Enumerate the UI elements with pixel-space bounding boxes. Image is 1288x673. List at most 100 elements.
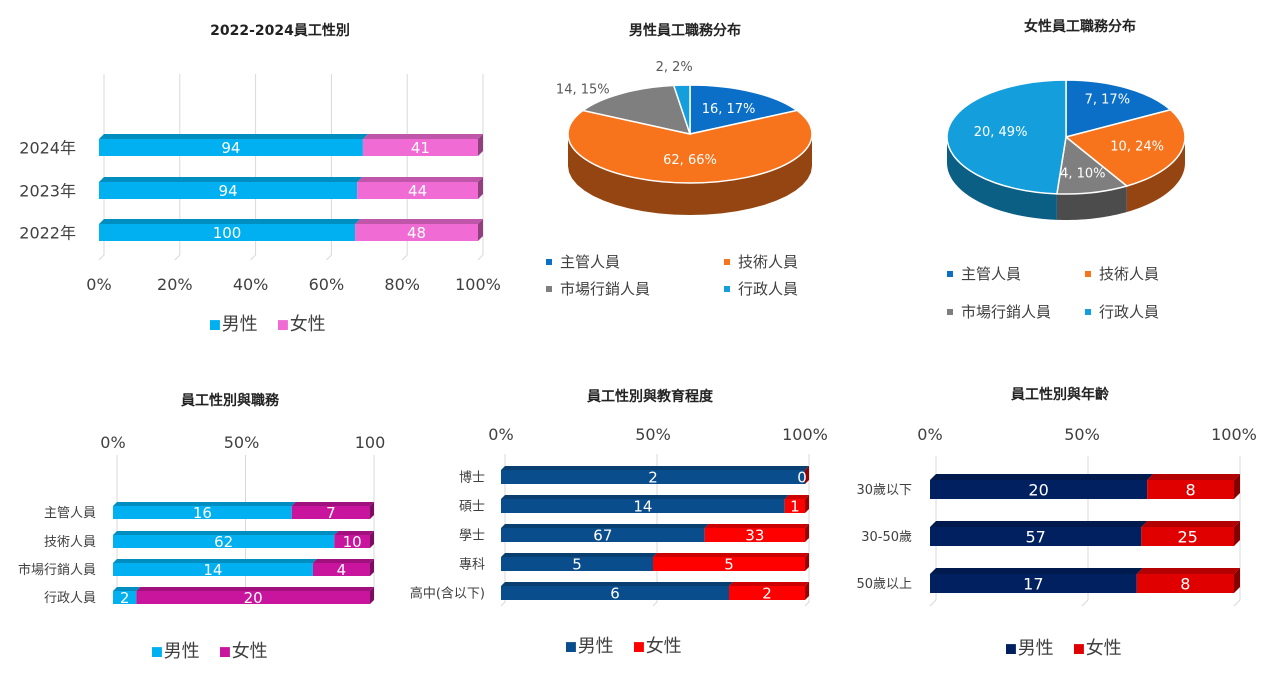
- data-label: 7, 17%: [1085, 93, 1130, 108]
- category-label: 30-50歲: [861, 530, 912, 545]
- category-label: 主管人員: [44, 506, 96, 521]
- data-label: 94: [219, 182, 238, 200]
- data-label: 0: [797, 469, 807, 487]
- legend-swatch: [152, 647, 162, 657]
- bar-segment: [362, 139, 478, 156]
- gridline: [250, 254, 256, 261]
- data-label: 16, 17%: [702, 102, 756, 117]
- data-label: 57: [1025, 527, 1045, 546]
- bar-top: [113, 587, 141, 591]
- legend-swatch: [634, 642, 644, 652]
- bar-segment: [113, 535, 335, 548]
- legend-swatch: [1074, 644, 1084, 654]
- bar-segment: [113, 506, 292, 519]
- bar-top: [113, 559, 317, 563]
- legend-swatch: [1085, 271, 1091, 277]
- data-label: 67: [593, 527, 612, 545]
- gridline: [1233, 599, 1241, 607]
- chart-title: 員工性別與教育程度: [587, 389, 713, 405]
- data-label: 8: [1180, 574, 1190, 593]
- bar-top: [99, 219, 361, 224]
- bar-segment: [1141, 527, 1234, 546]
- bar-side: [805, 524, 809, 542]
- pie-slice: [1056, 135, 1129, 195]
- legend-label: 技術人員: [1099, 265, 1159, 283]
- legend-label: 男性: [578, 636, 614, 657]
- legend-label: 行政人員: [738, 280, 798, 298]
- bar-top: [136, 587, 374, 591]
- x-tick-label: 50%: [1064, 425, 1100, 444]
- chart-gender-by-age-plot: 0% 50% 100% 30歲以下 20 8 30-50歲 57 25 50歲以上 17 8 男性 女性: [856, 425, 1256, 659]
- bar-segment: [930, 574, 1137, 593]
- legend-label: 主管人員: [961, 265, 1021, 283]
- x-tick-label: 60%: [309, 275, 345, 294]
- data-label: 20: [1028, 480, 1048, 499]
- legend-label: 技術人員: [738, 253, 798, 271]
- legend-label: 女性: [646, 636, 682, 657]
- bar-top: [501, 524, 709, 528]
- data-label: 5: [572, 556, 582, 574]
- bar-segment: [136, 591, 370, 604]
- bar-segment: [704, 528, 805, 542]
- category-label: 2022年: [19, 223, 76, 242]
- data-label: 17: [1023, 574, 1043, 593]
- legend-swatch: [724, 259, 730, 265]
- legend-label: 男性: [164, 641, 200, 662]
- legend-label: 行政人員: [1099, 303, 1159, 321]
- data-label: 25: [1177, 527, 1197, 546]
- bar-top: [1147, 474, 1240, 480]
- bar-segment: [729, 586, 805, 600]
- legend-swatch: [566, 642, 576, 652]
- bar-side: [370, 587, 374, 604]
- data-label: 100: [213, 224, 242, 242]
- bar-side: [370, 502, 374, 519]
- legend-swatch: [1006, 644, 1016, 654]
- gridline: [804, 601, 810, 607]
- bar-top: [291, 502, 374, 506]
- legend-label: 女性: [290, 314, 326, 335]
- pie-side: [947, 137, 1057, 220]
- bar-segment: [113, 591, 137, 604]
- bar-segment: [501, 499, 785, 513]
- data-label: 2: [762, 585, 772, 603]
- x-tick-label: 40%: [233, 275, 269, 294]
- bar-segment: [501, 557, 653, 571]
- pie-slice: [946, 79, 1067, 195]
- data-label: 14: [203, 561, 222, 579]
- chart-female-job-distribution: 女性員工職務分布 7, 17% 10, 24% 4, 10% 20, 49% 主管人員 技…: [915, 0, 1245, 340]
- legend-label: 主管人員: [560, 253, 620, 271]
- data-label: 2: [648, 469, 658, 487]
- bar-segment: [930, 480, 1148, 499]
- bar-segment: [99, 139, 363, 156]
- bar-top: [113, 531, 339, 535]
- chart-title: 員工性別與年齡: [1011, 387, 1109, 403]
- bar-top: [362, 134, 483, 139]
- legend-swatch: [947, 271, 953, 277]
- bar-side: [1234, 568, 1240, 593]
- bar-top: [357, 177, 483, 182]
- data-label: 8: [1185, 480, 1195, 499]
- chart-male-job-plot: 16, 17% 62, 66% 14, 15% 2, 2% 主管人員 技術人員市場行銷人員…: [546, 60, 813, 298]
- gridline: [1081, 599, 1089, 607]
- pie-slice: [567, 109, 813, 184]
- bar-top: [334, 531, 374, 535]
- chart-title: 男性員工職務分布: [629, 23, 741, 39]
- category-label: 博士: [459, 471, 485, 486]
- x-tick-label: 100: [355, 433, 386, 452]
- bar-side: [478, 177, 483, 199]
- bar-segment: [1147, 480, 1234, 499]
- gridline: [174, 254, 181, 261]
- x-tick-label: 0%: [488, 425, 513, 444]
- legend-label: 男性: [222, 314, 258, 335]
- bar-segment: [355, 224, 478, 241]
- bar-top: [501, 466, 809, 470]
- x-tick-label: 100%: [782, 425, 828, 444]
- bar-segment: [1136, 574, 1234, 593]
- data-label: 44: [408, 182, 427, 200]
- bar-top: [113, 502, 296, 506]
- bar-top: [704, 524, 809, 528]
- bar-top: [1141, 521, 1240, 527]
- bar-side: [370, 531, 374, 548]
- data-label: 20, 49%: [974, 125, 1028, 140]
- data-label: 33: [745, 527, 764, 545]
